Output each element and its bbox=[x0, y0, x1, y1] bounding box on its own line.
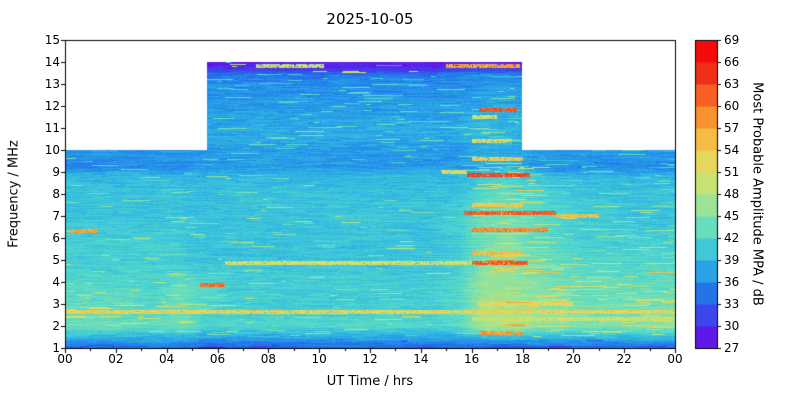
chart-title: 2025-10-05 bbox=[326, 10, 414, 28]
colorbar-label: Most Probable Amplitude MPA / dB bbox=[749, 82, 765, 306]
x-axis-label: UT Time / hrs bbox=[326, 374, 414, 389]
y-axis-label: Frequency / MHz bbox=[6, 140, 22, 248]
